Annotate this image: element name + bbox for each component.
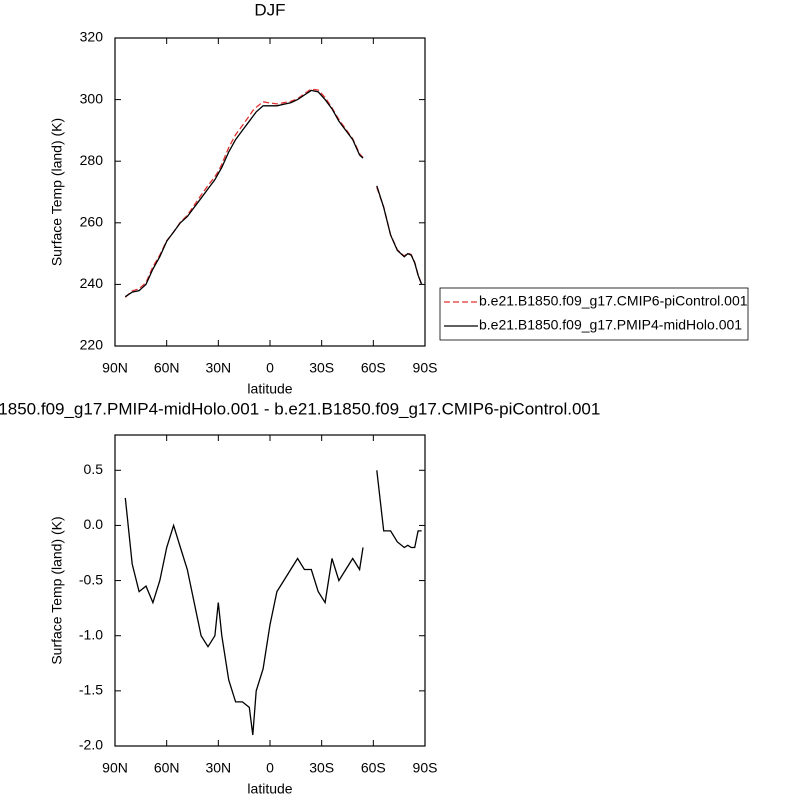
legend-label: b.e21.B1850.f09_g17.PMIP4-midHolo.001 [479, 317, 742, 333]
x-tick-label: 30N [205, 360, 231, 376]
x-tick-label: 0 [266, 760, 274, 776]
data-line [124, 470, 422, 736]
x-axis-label: latitude [247, 381, 292, 397]
x-tick-label: 0 [266, 360, 274, 376]
x-tick-label: 60S [361, 360, 386, 376]
y-tick-label: 220 [80, 337, 104, 353]
y-axis-label: Surface Temp (land) (K) [49, 516, 65, 664]
y-tick-label: 260 [80, 214, 104, 230]
legend-label: b.e21.B1850.f09_g17.CMIP6-piControl.001 [479, 293, 748, 309]
x-tick-label: 60S [361, 760, 386, 776]
y-tick-label: 300 [80, 90, 104, 106]
data-line [124, 89, 423, 298]
y-tick-label: 320 [80, 29, 104, 45]
x-tick-label: 90S [413, 360, 438, 376]
x-tick-label: 60N [154, 360, 180, 376]
data-line [124, 88, 423, 298]
x-tick-label: 60N [154, 760, 180, 776]
y-tick-label: -0.5 [79, 571, 103, 587]
legend-box [439, 287, 749, 341]
y-tick-label: 280 [80, 152, 104, 168]
chart-title: DJF [254, 0, 285, 19]
y-tick-label: 0.0 [84, 516, 104, 532]
x-tick-label: 30N [205, 760, 231, 776]
y-axis-label: Surface Temp (land) (K) [49, 118, 65, 266]
x-axis-label: latitude [247, 781, 292, 797]
y-tick-label: -1.5 [79, 682, 103, 698]
plot-frame [114, 37, 426, 347]
plot-frame [114, 434, 426, 747]
x-tick-label: 90N [102, 760, 128, 776]
y-tick-label: -1.0 [79, 626, 103, 642]
y-tick-label: -2.0 [79, 737, 103, 753]
x-tick-label: 90S [413, 760, 438, 776]
chart-title: b.e21.B1850.f09_g17.PMIP4-midHolo.001 - … [0, 399, 600, 418]
y-tick-label: 0.5 [84, 461, 104, 477]
x-tick-label: 30S [309, 360, 334, 376]
x-tick-label: 30S [309, 760, 334, 776]
y-tick-label: 240 [80, 275, 104, 291]
x-tick-label: 90N [102, 360, 128, 376]
